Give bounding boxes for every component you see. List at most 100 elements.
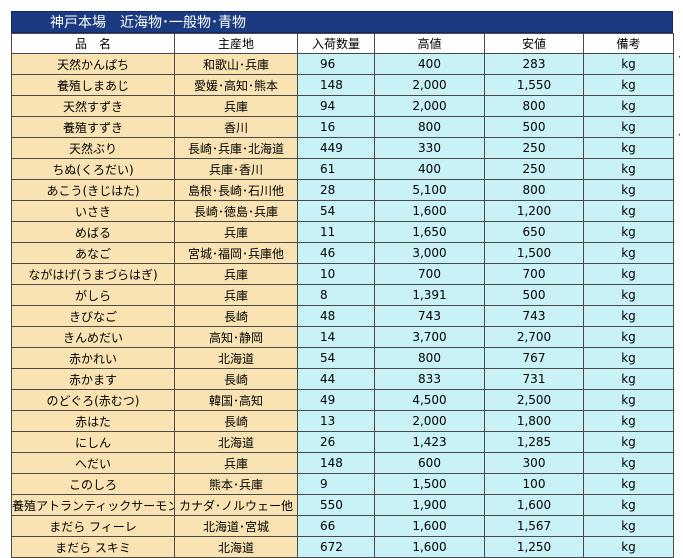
high-price-cell: 3,700 bbox=[374, 326, 485, 348]
fish-name-cell: このしろ bbox=[11, 473, 175, 495]
table-row: 養殖すずき 香川 16 800 500 kg bbox=[11, 116, 674, 138]
quantity-cell: 94 bbox=[297, 95, 375, 117]
low-price-cell: 731 bbox=[484, 368, 584, 390]
quantity-cell: 10 bbox=[297, 263, 375, 285]
origin-cell: 兵庫 bbox=[174, 284, 298, 306]
high-price-cell: 800 bbox=[374, 116, 485, 138]
low-price-cell: 1,500 bbox=[484, 242, 584, 264]
high-price-cell: 800 bbox=[374, 347, 485, 369]
table-row: きんめだい 高知･静岡 14 3,700 2,700 kg bbox=[11, 326, 674, 348]
fish-name-cell: 養殖アトランティックサーモン bbox=[11, 494, 175, 516]
table-row: まだら フィーレ 北海道･宮城 66 1,600 1,567 kg bbox=[11, 515, 674, 537]
origin-cell: 北海道･宮城 bbox=[174, 515, 298, 537]
fish-name-cell: いさき bbox=[11, 200, 175, 222]
low-price-cell: 800 bbox=[484, 179, 584, 201]
edge-mark: , bbox=[678, 128, 681, 138]
origin-cell: 宮城･福岡･兵庫他 bbox=[174, 242, 298, 264]
quantity-cell: 11 bbox=[297, 221, 375, 243]
table-row: あこう(きじはた) 島根･長崎･石川他 28 5,100 800 kg bbox=[11, 179, 674, 201]
high-price-cell: 833 bbox=[374, 368, 485, 390]
high-price-cell: 3,000 bbox=[374, 242, 485, 264]
quantity-cell: 148 bbox=[297, 74, 375, 96]
fish-name-cell: ちぬ(くろだい) bbox=[11, 158, 175, 180]
high-price-cell: 1,900 bbox=[374, 494, 485, 516]
table-row: あなご 宮城･福岡･兵庫他 46 3,000 1,500 kg bbox=[11, 242, 674, 264]
fish-name-cell: のどぐろ(赤むつ) bbox=[11, 389, 175, 411]
header-quantity: 入荷数量 bbox=[297, 33, 375, 54]
quantity-cell: 46 bbox=[297, 242, 375, 264]
unit-cell: kg bbox=[583, 179, 674, 201]
origin-cell: 北海道 bbox=[174, 347, 298, 369]
unit-cell: kg bbox=[583, 410, 674, 432]
origin-cell: 韓国･高知 bbox=[174, 389, 298, 411]
origin-cell: 長崎 bbox=[174, 410, 298, 432]
quantity-cell: 14 bbox=[297, 326, 375, 348]
table-row: 天然すずき 兵庫 94 2,000 800 kg bbox=[11, 95, 674, 117]
quantity-cell: 13 bbox=[297, 410, 375, 432]
low-price-cell: 250 bbox=[484, 158, 584, 180]
table-row: 天然ぶり 長崎･兵庫･北海道 449 330 250 kg bbox=[11, 137, 674, 159]
fish-name-cell: 養殖すずき bbox=[11, 116, 175, 138]
fish-name-cell: 養殖しまあじ bbox=[11, 74, 175, 96]
low-price-cell: 1,250 bbox=[484, 536, 584, 558]
low-price-cell: 300 bbox=[484, 452, 584, 474]
low-price-cell: 500 bbox=[484, 116, 584, 138]
fish-name-cell: 赤かます bbox=[11, 368, 175, 390]
fish-name-cell: 赤はた bbox=[11, 410, 175, 432]
low-price-cell: 500 bbox=[484, 284, 584, 306]
table-row: いさき 長崎･徳島･兵庫 54 1,600 1,200 kg bbox=[11, 200, 674, 222]
edge-mark: , bbox=[678, 50, 681, 60]
low-price-cell: 800 bbox=[484, 95, 584, 117]
unit-cell: kg bbox=[583, 53, 674, 75]
origin-cell: 長崎･徳島･兵庫 bbox=[174, 200, 298, 222]
fish-name-cell: まだら スキミ bbox=[11, 536, 175, 558]
quantity-cell: 66 bbox=[297, 515, 375, 537]
unit-cell: kg bbox=[583, 536, 674, 558]
low-price-cell: 650 bbox=[484, 221, 584, 243]
origin-cell: 島根･長崎･石川他 bbox=[174, 179, 298, 201]
low-price-cell: 1,600 bbox=[484, 494, 584, 516]
high-price-cell: 600 bbox=[374, 452, 485, 474]
quantity-cell: 48 bbox=[297, 305, 375, 327]
origin-cell: 和歌山･兵庫 bbox=[174, 53, 298, 75]
fish-name-cell: 天然かんぱち bbox=[11, 53, 175, 75]
low-price-cell: 250 bbox=[484, 137, 584, 159]
origin-cell: 熊本･兵庫 bbox=[174, 473, 298, 495]
unit-cell: kg bbox=[583, 263, 674, 285]
low-price-cell: 1,285 bbox=[484, 431, 584, 453]
header-remarks: 備考 bbox=[583, 33, 674, 54]
table-row: 養殖しまあじ 愛媛･高知･熊本 148 2,000 1,550 kg bbox=[11, 74, 674, 96]
quantity-cell: 16 bbox=[297, 116, 375, 138]
unit-cell: kg bbox=[583, 221, 674, 243]
sheet-title: 神戸本場 近海物･一般物･青物 bbox=[11, 11, 673, 33]
table-row: がしら 兵庫 8 1,391 500 kg bbox=[11, 284, 674, 306]
unit-cell: kg bbox=[583, 326, 674, 348]
table-row: 養殖アトランティックサーモン カナダ･ノルウェー他 550 1,900 1,600 kg bbox=[11, 494, 674, 516]
fish-name-cell: 赤かれい bbox=[11, 347, 175, 369]
unit-cell: kg bbox=[583, 347, 674, 369]
quantity-cell: 49 bbox=[297, 389, 375, 411]
unit-cell: kg bbox=[583, 368, 674, 390]
high-price-cell: 743 bbox=[374, 305, 485, 327]
origin-cell: 北海道 bbox=[174, 536, 298, 558]
table-row: にしん 北海道 26 1,423 1,285 kg bbox=[11, 431, 674, 453]
unit-cell: kg bbox=[583, 74, 674, 96]
low-price-cell: 2,700 bbox=[484, 326, 584, 348]
quantity-cell: 54 bbox=[297, 347, 375, 369]
header-origin: 主産地 bbox=[174, 33, 298, 54]
fish-name-cell: へだい bbox=[11, 452, 175, 474]
quantity-cell: 449 bbox=[297, 137, 375, 159]
unit-cell: kg bbox=[583, 284, 674, 306]
table-row: へだい 兵庫 148 600 300 kg bbox=[11, 452, 674, 474]
unit-cell: kg bbox=[583, 515, 674, 537]
table-row: まだら スキミ 北海道 672 1,600 1,250 kg bbox=[11, 536, 674, 558]
unit-cell: kg bbox=[583, 200, 674, 222]
fish-name-cell: 天然すずき bbox=[11, 95, 175, 117]
high-price-cell: 2,000 bbox=[374, 74, 485, 96]
high-price-cell: 4,500 bbox=[374, 389, 485, 411]
quantity-cell: 96 bbox=[297, 53, 375, 75]
table-row: このしろ 熊本･兵庫 9 1,500 100 kg bbox=[11, 473, 674, 495]
high-price-cell: 1,600 bbox=[374, 515, 485, 537]
high-price-cell: 1,423 bbox=[374, 431, 485, 453]
fish-name-cell: きんめだい bbox=[11, 326, 175, 348]
